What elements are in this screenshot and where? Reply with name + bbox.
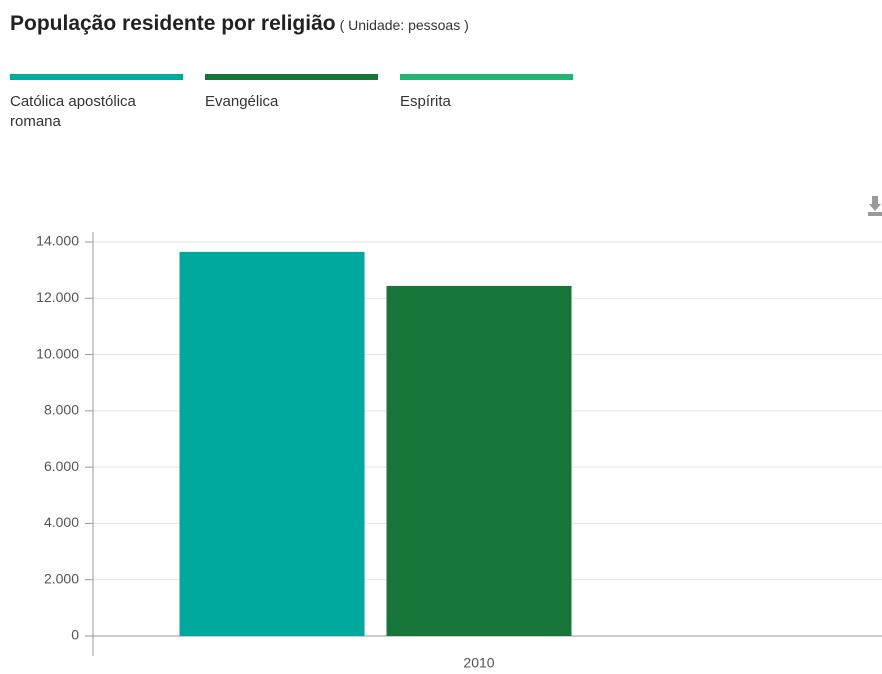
bar (179, 251, 365, 636)
legend-swatch (400, 74, 573, 80)
bar (386, 285, 572, 636)
y-tick-label: 2.000 (44, 570, 79, 586)
legend-swatch (205, 74, 378, 80)
y-tick-label: 8.000 (44, 402, 79, 418)
y-tick-label: 14.000 (36, 233, 79, 249)
chart-title: População residente por religião (10, 12, 336, 35)
legend-item: Espírita (400, 74, 573, 112)
y-tick-label: 12.000 (36, 289, 79, 305)
legend-item: Evangélica (205, 74, 378, 112)
x-tick-label: 2010 (463, 655, 494, 671)
header: População residente por religião( Unidad… (10, 12, 469, 36)
y-tick-label: 10.000 (36, 345, 79, 361)
legend-swatch (10, 74, 183, 80)
y-tick-label: 6.000 (44, 458, 79, 474)
y-tick-label: 0 (71, 627, 79, 643)
legend-label: Católica apostólica romana (10, 93, 136, 130)
download-icon[interactable] (868, 196, 882, 216)
legend-label: Evangélica (205, 93, 279, 110)
y-tick-label: 4.000 (44, 514, 79, 530)
chart-subtitle: ( Unidade: pessoas ) (339, 17, 469, 33)
legend-item: Católica apostólica romana (10, 74, 183, 132)
legend-label: Espírita (400, 93, 451, 110)
